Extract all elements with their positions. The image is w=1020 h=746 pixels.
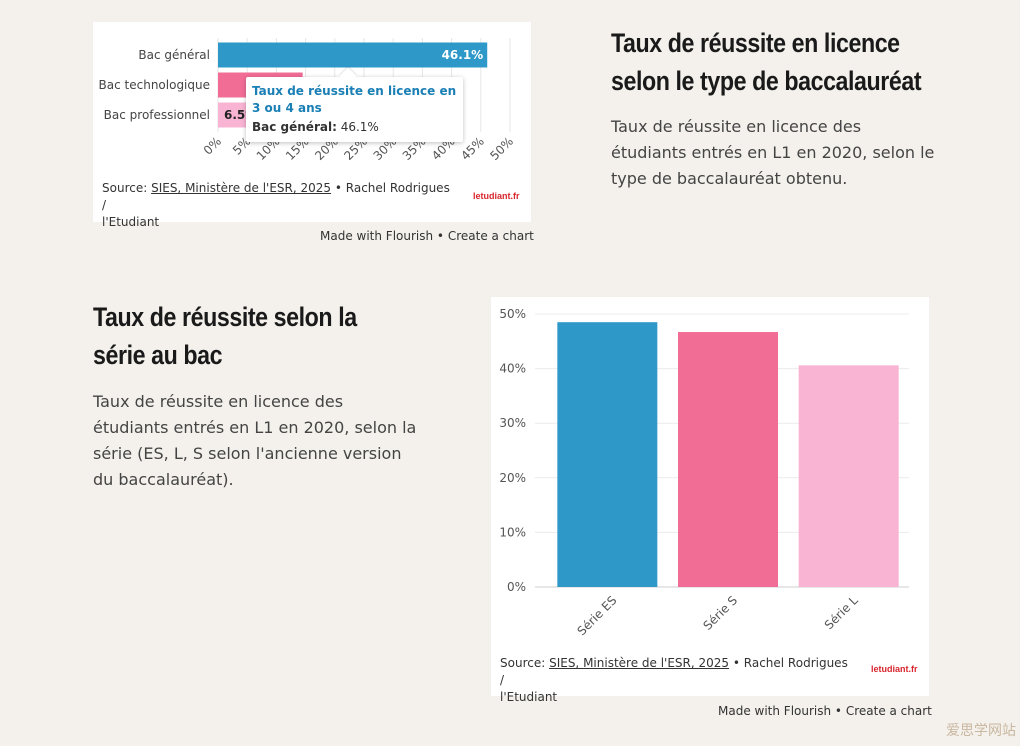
source-prefix: Source:	[102, 181, 152, 195]
section-description-serie: Taux de réussite en licence des étudiant…	[93, 389, 433, 493]
chart-card-bac-type: Bac général Bac technologique Bac professi…	[93, 22, 531, 229]
x-category-label: Série ES	[574, 593, 619, 638]
letudiant-logo[interactable]: letudiant.fr	[871, 664, 918, 674]
vertical-bar-chart: 0% 10% 20% 30% 40% 50% Série ES Série S Série L	[499, 307, 909, 638]
section-description-bac-type: Taux de réussite en licence des étudiant…	[611, 114, 951, 192]
category-label: Bac technologique	[99, 78, 210, 92]
letudiant-logo[interactable]: letudiant.fr	[473, 191, 520, 201]
tooltip-title: Taux de réussite en licence en 3 ou 4 an…	[252, 84, 457, 115]
bar	[218, 42, 488, 68]
source-link[interactable]: SIES, Ministère de l'ESR, 2025	[549, 656, 730, 670]
credit-separator: •	[831, 704, 846, 718]
source-suffix: • Rachel Rodrigues /	[500, 656, 848, 687]
section-title-bac-type: Taux de réussite en licence selon le typ…	[611, 24, 922, 100]
tooltip-value: 46.1%	[340, 120, 379, 134]
x-category-label: Série S	[700, 593, 740, 633]
title-line: selon le type de baccalauréat	[611, 66, 922, 96]
y-tick-label: 0%	[507, 580, 526, 594]
chart-source: Source: SIES, Ministère de l'ESR, 2025 •…	[102, 180, 452, 231]
desc-line: série (ES, L, S selon l'ancienne version	[93, 444, 402, 463]
category-label: Bac professionnel	[104, 108, 210, 122]
y-tick-label: 10%	[499, 525, 526, 539]
y-tick-label: 40%	[499, 362, 526, 376]
chart-source: Source: SIES, Ministère de l'ESR, 2025 •…	[500, 655, 850, 706]
tooltip-body: Bac général: 46.1%	[252, 119, 457, 136]
made-with-flourish-link[interactable]: Made with Flourish	[718, 704, 832, 718]
flourish-credit: Made with Flourish • Create a chart	[718, 704, 932, 718]
create-chart-link[interactable]: Create a chart	[447, 229, 534, 243]
x-category-label: Série L	[822, 593, 861, 632]
desc-line: Taux de réussite en licence des	[611, 117, 862, 136]
desc-line: Taux de réussite en licence des	[93, 392, 344, 411]
bar	[678, 332, 778, 587]
title-line: Taux de réussite selon la	[93, 302, 357, 332]
flourish-credit: Made with Flourish • Create a chart	[320, 229, 534, 243]
y-tick-label: 20%	[499, 471, 526, 485]
y-tick-label: 50%	[499, 307, 526, 321]
watermark: 爱思学网站	[946, 723, 1016, 739]
y-tick-label: 30%	[499, 416, 526, 430]
source-line2: l'Etudiant	[102, 215, 160, 229]
value-label: 46.1%	[442, 48, 484, 62]
x-tick-label: 0%	[201, 134, 224, 157]
desc-line: du baccalauréat).	[93, 470, 234, 489]
source-line2: l'Etudiant	[500, 690, 558, 704]
tooltip-label: Bac général:	[252, 120, 337, 134]
desc-line: étudiants entrés en L1 en 2020, selon la	[93, 418, 417, 437]
made-with-flourish-link[interactable]: Made with Flourish	[320, 229, 434, 243]
source-prefix: Source:	[500, 656, 550, 670]
x-tick-label: 50%	[487, 134, 516, 163]
bar	[798, 365, 899, 587]
desc-line: étudiants entrés en L1 en 2020, selon le	[611, 143, 935, 162]
title-line: Taux de réussite en licence	[611, 28, 900, 58]
category-label: Bac général	[138, 48, 210, 62]
chart-tooltip: Taux de réussite en licence en 3 ou 4 an…	[246, 67, 463, 142]
section-title-serie: Taux de réussite selon la série au bac	[93, 298, 357, 374]
credit-separator: •	[433, 229, 448, 243]
create-chart-link[interactable]: Create a chart	[845, 704, 932, 718]
bar	[557, 322, 658, 587]
chart-card-serie: 0% 10% 20% 30% 40% 50% Série ES Série S Série L…	[491, 297, 929, 704]
title-line: série au bac	[93, 340, 223, 370]
source-suffix: • Rachel Rodrigues /	[102, 181, 450, 212]
desc-line: type de baccalauréat obtenu.	[611, 169, 848, 188]
source-link[interactable]: SIES, Ministère de l'ESR, 2025	[151, 181, 332, 195]
